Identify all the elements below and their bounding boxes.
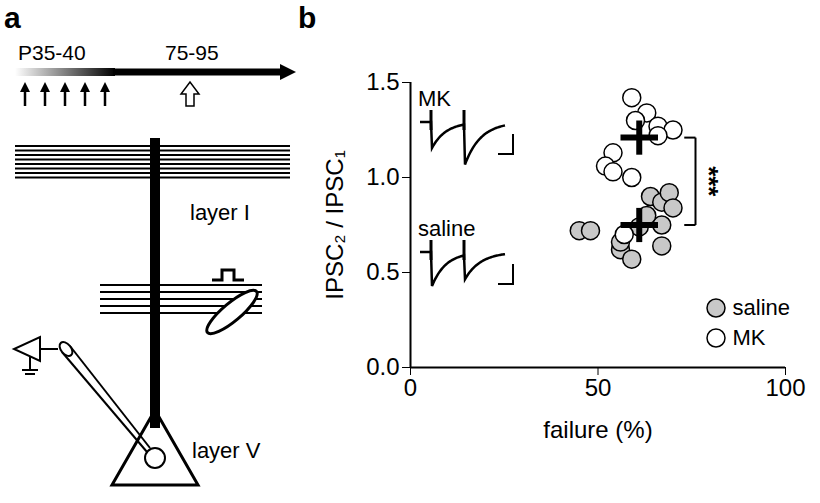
svg-text:0: 0 (404, 374, 417, 401)
svg-text:P35-40: P35-40 (18, 41, 86, 64)
svg-text:0.5: 0.5 (366, 258, 399, 285)
svg-text:b: b (298, 1, 316, 34)
svg-text:1.0: 1.0 (366, 163, 399, 190)
svg-text:75-95: 75-95 (165, 41, 219, 64)
svg-text:failure (%): failure (%) (543, 416, 652, 443)
html-text:MK: MK (732, 325, 766, 350)
svg-text:layer V: layer V (192, 438, 261, 463)
html-text:saline: saline (732, 295, 790, 320)
svg-text:50: 50 (585, 374, 612, 401)
svg-text:100: 100 (765, 374, 805, 401)
svg-text:1.5: 1.5 (366, 68, 399, 95)
svg-text:IPSC₂ / IPSC₁: IPSC₂ / IPSC₁ (321, 150, 348, 299)
svg-text:MK: MK (418, 86, 451, 111)
svg-text:a: a (4, 1, 21, 34)
svg-text:0.0: 0.0 (366, 353, 399, 380)
svg-text:***: *** (694, 166, 724, 197)
svg-text:saline: saline (418, 216, 475, 241)
svg-text:layer I: layer I (190, 200, 250, 225)
